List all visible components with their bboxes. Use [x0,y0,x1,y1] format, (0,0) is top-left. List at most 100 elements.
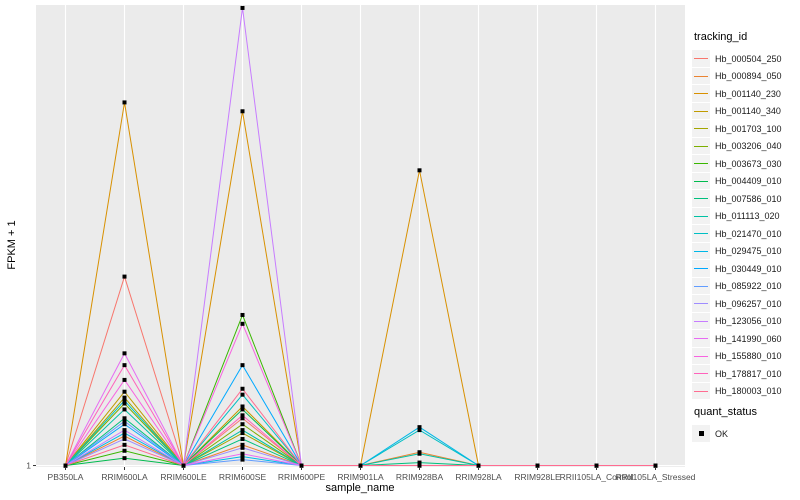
legend-items: Hb_000504_250 Hb_000894_050 Hb_001140_230 H… [692,50,796,400]
legend-item: Hb_003673_030 [692,155,796,173]
data-point [240,404,245,409]
legend-item: Hb_001140_340 [692,102,796,120]
data-point [181,463,186,468]
data-point [122,434,127,439]
legend-item: Hb_003206_040 [692,137,796,155]
legend-item: Hb_001140_230 [692,85,796,103]
x-tick-label: PB350LA [48,472,84,482]
legend-key [692,102,710,120]
legend-swatch [694,198,708,199]
data-point [299,463,304,468]
legend-label: Hb_003206_040 [715,141,782,152]
data-point [122,428,127,433]
data-point [122,442,127,447]
data-point [417,428,422,433]
x-tick-label: RRII105LA_Stressed [616,472,696,482]
data-point [240,312,245,317]
y-axis-ticks: 1 [26,461,36,471]
legend-label: Hb_003673_030 [715,158,782,169]
legend-title: tracking_id [694,31,748,43]
legend-key [692,260,710,278]
data-point [417,168,422,173]
legend-label: Hb_021470_010 [715,228,782,239]
legend-key [692,382,710,400]
data-point [240,392,245,397]
data-point [122,377,127,382]
data-point [240,431,245,436]
legend-swatch [694,163,708,164]
data-point [122,363,127,368]
x-tick-label: RRIM600PE [278,472,326,482]
data-point [240,457,245,462]
data-point [594,463,599,468]
legend-label: Hb_141990_060 [715,333,782,344]
legend-key [692,242,710,260]
color-legend: tracking_id Hb_000504_250 Hb_000894_050 Hb… [692,30,796,400]
legend-key [692,277,710,295]
data-point [122,389,127,394]
legend-label: Hb_011113_020 [715,211,780,222]
data-point [240,451,245,456]
x-tick-label: RRIM600LA [101,472,148,482]
legend-label: Hb_000894_050 [715,71,782,82]
data-point [240,5,245,10]
legend-label: Hb_123056_010 [715,316,782,327]
legend-item: Hb_001703_100 [692,120,796,138]
data-point [535,463,540,468]
legend-item: Hb_000504_250 [692,50,796,68]
data-point [417,425,422,430]
legend-key [692,190,710,208]
legend-swatch [694,75,708,77]
legend-swatch [694,355,708,357]
legend-label: Hb_180003_010 [715,386,782,397]
legend-swatch [694,128,708,129]
legend-item: Hb_155880_010 [692,347,796,365]
legend-label: Hb_001140_340 [715,106,781,117]
legend-item: Hb_029475_010 [692,242,796,260]
legend-item: Hb_123056_010 [692,312,796,330]
x-tick-label: RRIM600SE [219,472,267,482]
data-point [122,422,127,427]
data-point [417,463,422,468]
legend-key [692,85,710,103]
legend-label: Hb_096257_010 [715,298,782,309]
data-point [240,428,245,433]
data-point [240,422,245,427]
legend-label: Hb_178817_010 [715,368,782,379]
legend-key [692,207,710,225]
data-point [122,351,127,356]
legend-key [692,67,710,85]
y-tick-label: 1 [26,461,31,471]
data-point [653,463,658,468]
x-tick-label: RRIM928BA [396,472,444,482]
legend-swatch [694,58,708,59]
legend-key [692,312,710,330]
point-legend-items: OK [692,425,796,443]
data-point [122,398,127,403]
point-legend-item: OK [692,425,796,443]
data-point [240,416,245,421]
legend-swatch [694,110,708,112]
data-point [476,463,481,468]
data-point [240,454,245,459]
x-tick-label: RRIM928LE [514,472,561,482]
legend-item: Hb_011113_020 [692,207,796,225]
x-tick-label: RRIM928LA [455,472,502,482]
data-point [240,407,245,412]
data-point [122,407,127,412]
data-point [240,109,245,114]
data-point [240,321,245,326]
legend-item: Hb_178817_010 [692,365,796,383]
legend-label: Hb_000504_250 [715,53,782,64]
data-point [240,363,245,368]
legend-swatch [694,180,708,182]
legend-label: Hb_004409_010 [715,176,782,187]
legend-swatch [694,285,708,287]
legend-item: Hb_096257_010 [692,295,796,313]
x-axis-label: sample_name [325,482,394,494]
legend-swatch [694,93,708,94]
series-points [63,5,658,468]
data-point [240,413,245,418]
legend-key [692,365,710,383]
y-axis-label: FPKM + 1 [6,220,18,269]
